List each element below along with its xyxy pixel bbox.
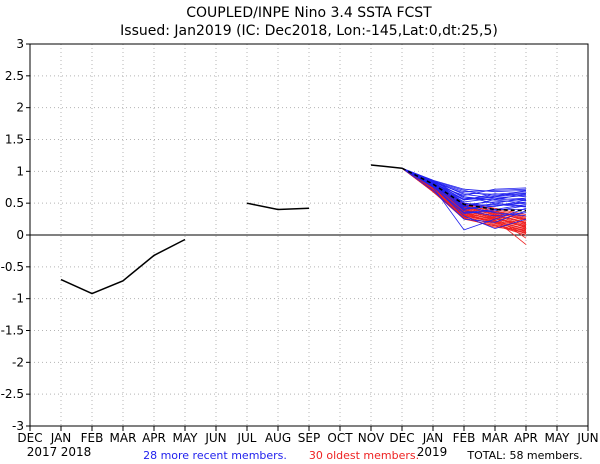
legend-oldest-members: 30 oldest members. <box>309 449 419 462</box>
legend-total-members: TOTAL: 58 members. <box>466 449 582 462</box>
x-tick-label: FEB <box>81 431 104 445</box>
x-tick-label: JUN <box>204 431 226 445</box>
observed-line-segment <box>370 164 403 169</box>
x-tick-label: APR <box>514 431 538 445</box>
oldest-member-line <box>401 167 527 234</box>
y-tick-label: 0 <box>16 228 24 242</box>
y-tick-label: -1 <box>12 292 24 306</box>
chart-subtitle: Issued: Jan2019 (IC: Dec2018, Lon:-145,L… <box>120 23 498 39</box>
ensemble-members <box>401 167 527 245</box>
x-tick-label: OCT <box>327 431 353 445</box>
observed-line-segment <box>246 202 310 211</box>
y-tick-label: 2.5 <box>5 69 24 83</box>
observed-series <box>60 164 403 295</box>
x-tick-label: NOV <box>358 431 385 445</box>
recent-member-line <box>401 167 527 231</box>
y-tick-label: 2 <box>16 101 24 115</box>
observed-line-segment <box>60 238 186 295</box>
x-tick-label: DEC <box>389 431 414 445</box>
year-label-2018: 2018 <box>61 445 92 459</box>
x-tick-label: JAN <box>50 431 72 445</box>
x-tick-label: JUL <box>236 431 256 445</box>
x-axis-ticks: DEC JAN FEB MAR APR MAY JUN JUL AUG SEP OCT NOV DEC J… <box>17 426 599 445</box>
x-tick-label: MAY <box>173 431 199 445</box>
y-tick-label: 1.5 <box>5 133 24 147</box>
chart-title: COUPLED/INPE Nino 3.4 SSTA FCST <box>186 5 432 21</box>
y-axis-ticks: 3 2.5 2 1.5 1 0.5 0 -0.5 -1 -1.5 -2 -2.5 -3 <box>1 37 30 433</box>
x-tick-label: SEP <box>298 431 320 445</box>
x-tick-label: JUN <box>576 431 598 445</box>
x-tick-label: MAR <box>110 431 137 445</box>
recent-member-line <box>401 167 527 193</box>
ensemble-mean-line <box>401 167 527 212</box>
x-tick-label: AUG <box>265 431 291 445</box>
x-tick-label: MAR <box>482 431 509 445</box>
y-tick-label: -2 <box>12 355 24 369</box>
y-tick-label: 0.5 <box>5 196 24 210</box>
y-tick-label: 3 <box>16 37 24 51</box>
y-tick-label: -0.5 <box>1 260 24 274</box>
x-tick-label: DEC <box>17 431 42 445</box>
recent-member-line <box>401 167 527 223</box>
x-tick-label: MAY <box>545 431 571 445</box>
recent-member-line <box>401 167 527 214</box>
legend-recent-members: 28 more recent members. <box>143 449 287 462</box>
year-label-2019: 2019 <box>417 445 448 459</box>
x-tick-label: JAN <box>422 431 444 445</box>
year-label-2017: 2017 <box>27 445 58 459</box>
y-tick-label: -1.5 <box>1 324 24 338</box>
y-tick-label: -3 <box>12 419 24 433</box>
y-tick-label: -2.5 <box>1 387 24 401</box>
recent-member-line <box>401 167 527 193</box>
x-tick-label: FEB <box>453 431 476 445</box>
x-tick-label: APR <box>142 431 166 445</box>
y-tick-label: 1 <box>16 164 24 178</box>
